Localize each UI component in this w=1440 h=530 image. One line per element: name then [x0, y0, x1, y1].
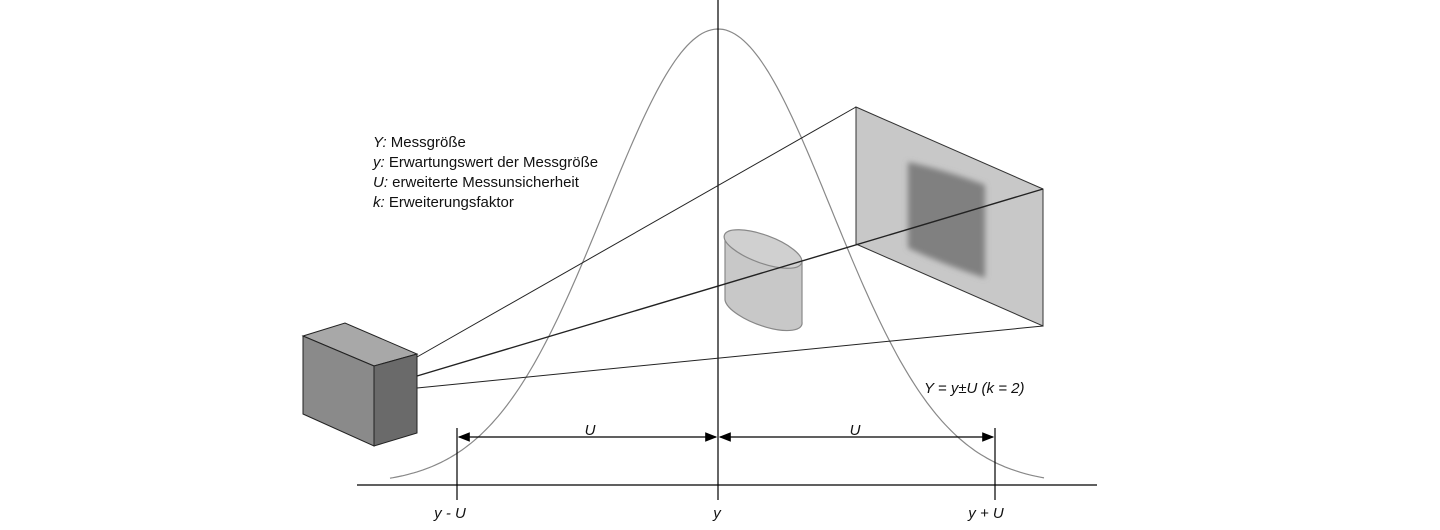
bell-curve: [389, 28, 1045, 479]
legend-line: k: Erweiterungsfaktor: [373, 194, 514, 211]
box-side: [373, 353, 418, 447]
interval-label: U: [850, 422, 861, 439]
legend-line: y: Erwartungswert der Messgröße: [372, 154, 598, 171]
ray: [416, 188, 1044, 377]
projection: [908, 162, 985, 278]
formula: Y = y±U (k = 2): [924, 380, 1025, 397]
cylinder-top: [723, 229, 803, 269]
axis-label: y + U: [967, 505, 1004, 522]
legend-line: Y: Messgröße: [373, 134, 466, 151]
axis-label: y - U: [433, 505, 466, 522]
ray: [416, 106, 857, 358]
ray: [416, 325, 1044, 389]
interval-label: U: [585, 422, 596, 439]
axis-label: y: [712, 505, 722, 522]
legend-line: U: erweiterte Messunsicherheit: [373, 174, 580, 191]
